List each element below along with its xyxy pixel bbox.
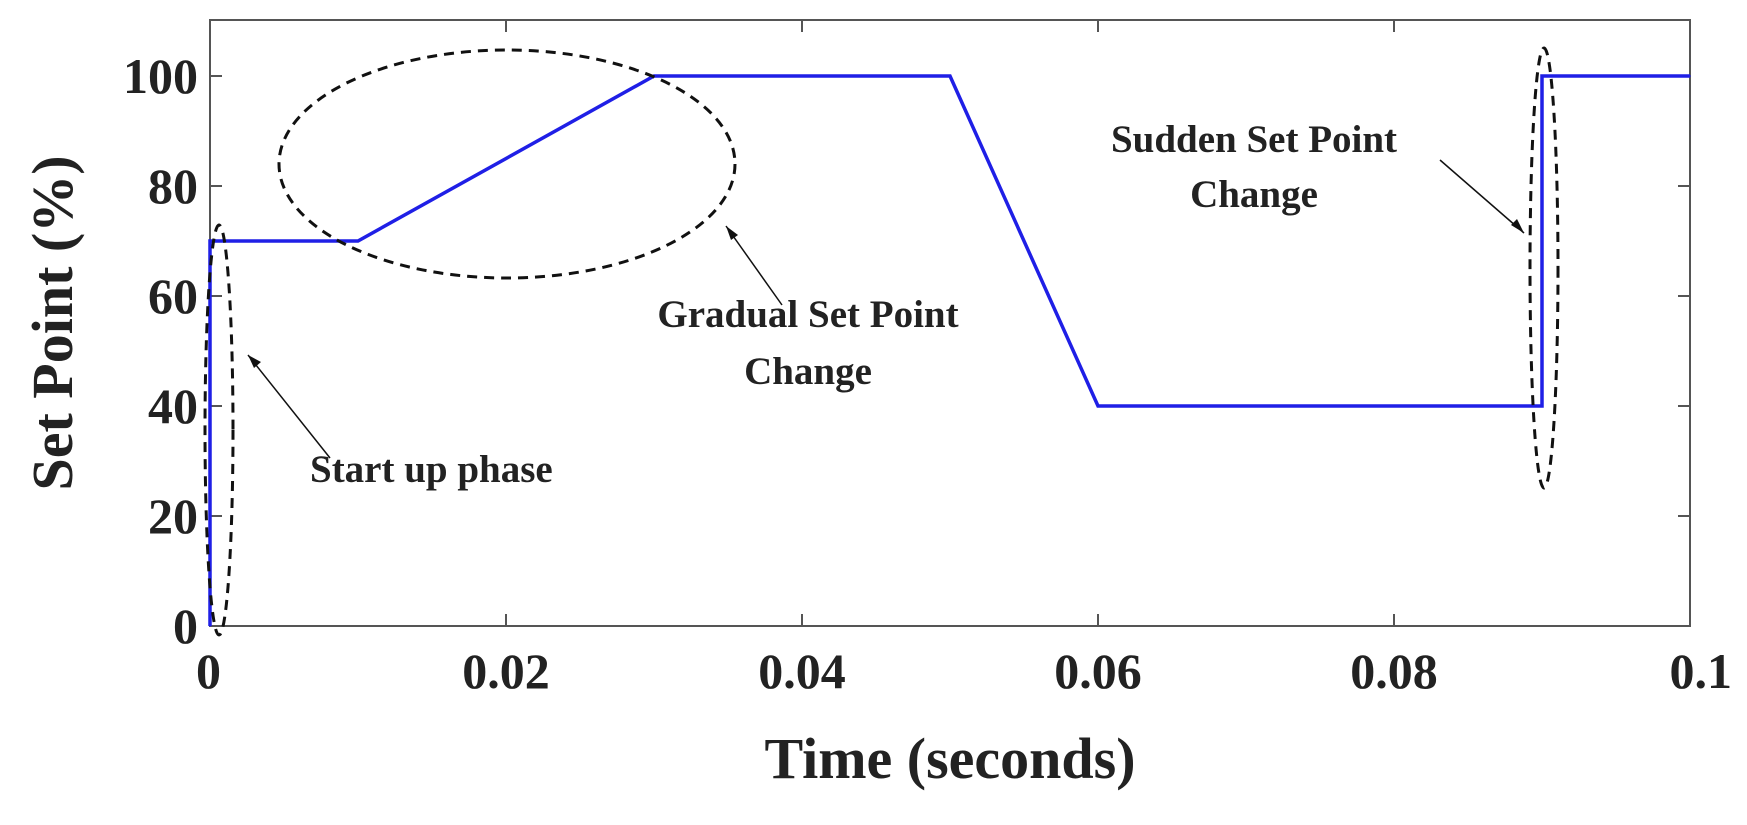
- y-tick-label: 20: [148, 488, 198, 544]
- sudden-arrow: [1439, 159, 1525, 234]
- gradual-label-line2: Change: [744, 350, 872, 393]
- set-point-data-point: [1541, 405, 1543, 407]
- set-point-data-point: [949, 75, 951, 77]
- y-tick-label: 0: [173, 598, 198, 654]
- x-axis: 0 0.02 0.04 0.06 0.08 0.1: [196, 20, 1732, 699]
- gradual-label-line1: Gradual Set Point: [657, 293, 958, 336]
- x-tick-label: 0.1: [1670, 643, 1733, 699]
- y-tick-label: 80: [148, 158, 198, 214]
- sudden-label-line1: Sudden Set Point: [1111, 118, 1397, 161]
- y-axis-title: Set Point (%): [20, 155, 85, 490]
- x-tick-label: 0: [196, 643, 221, 699]
- y-axis: 0 20 40 60 80 100: [123, 48, 1690, 654]
- set-point-data-point: [1541, 75, 1543, 77]
- sudden-label-line2: Change: [1190, 173, 1318, 216]
- set-point-data-point: [1689, 75, 1691, 77]
- y-tick-label: 40: [148, 378, 198, 434]
- startup-ellipse: [203, 223, 235, 637]
- y-tick-label: 100: [123, 48, 198, 104]
- x-tick-label: 0.08: [1350, 643, 1438, 699]
- sudden-arrowhead: [1511, 219, 1524, 233]
- gradual-arrow: [725, 225, 783, 306]
- gradual-arrowhead: [726, 226, 738, 240]
- x-tick-label: 0.02: [462, 643, 550, 699]
- startup-arrowhead: [248, 355, 261, 368]
- set-point-data-point: [357, 240, 359, 242]
- set-point-data-point: [209, 240, 211, 242]
- y-tick-label: 60: [148, 268, 198, 324]
- gradual-ellipse: [277, 48, 737, 280]
- x-tick-label: 0.06: [1054, 643, 1142, 699]
- set-point-data-point: [209, 625, 211, 627]
- startup-arrow: [247, 354, 331, 459]
- set-point-data-point: [1097, 405, 1099, 407]
- sudden-ellipse: [1528, 46, 1560, 490]
- series-layer: [208, 74, 1691, 627]
- plot-area: [209, 19, 1691, 627]
- startup-label: Start up phase: [310, 448, 553, 491]
- x-tick-label: 0.04: [758, 643, 846, 699]
- x-axis-title: Time (seconds): [764, 726, 1135, 791]
